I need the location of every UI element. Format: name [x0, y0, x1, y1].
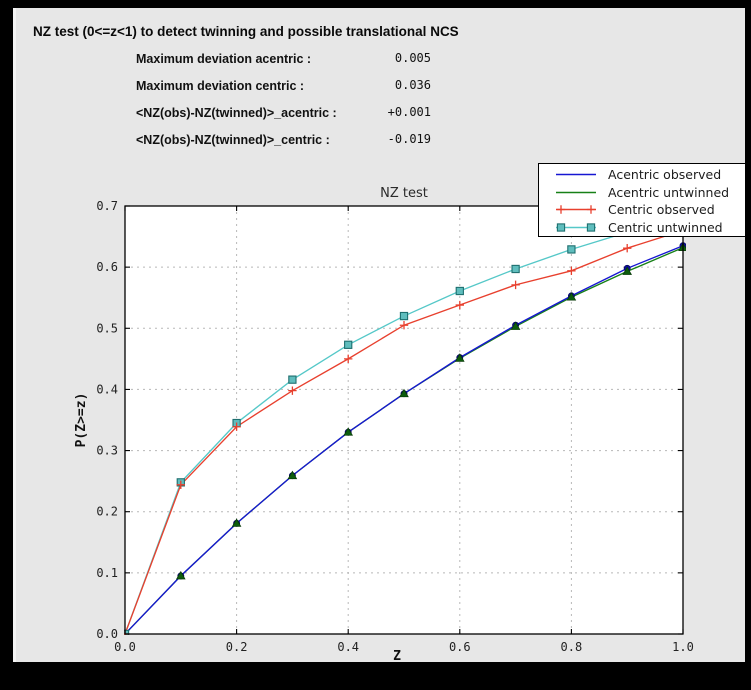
stat-label: <NZ(obs)-NZ(twinned)>_centric :	[136, 133, 330, 147]
legend-label: Centric observed	[608, 202, 715, 218]
svg-text:0.8: 0.8	[561, 640, 583, 654]
legend-item-acentric-observed: Acentric observed	[539, 166, 745, 184]
svg-text:0.2: 0.2	[226, 640, 248, 654]
page-title: NZ test (0<=z<1) to detect twinning and …	[33, 24, 459, 39]
stat-row-nz-diff-acentric: <NZ(obs)-NZ(twinned)>_acentric : +0.001	[136, 99, 431, 126]
svg-text:1.0: 1.0	[672, 640, 694, 654]
stat-value: 0.005	[394, 51, 431, 65]
axes-spines	[124, 205, 684, 635]
legend-item-centric-untwinned: Centric untwinned	[539, 219, 745, 237]
svg-text:0.0: 0.0	[114, 640, 136, 654]
stat-label: Maximum deviation centric :	[136, 79, 305, 93]
legend-key-icon	[556, 191, 596, 193]
svg-text:0.3: 0.3	[96, 444, 118, 458]
stat-label: Maximum deviation acentric :	[136, 52, 312, 66]
x-axis-label: Z	[393, 649, 401, 664]
svg-text:0.6: 0.6	[96, 260, 118, 274]
svg-text:0.4: 0.4	[96, 382, 118, 396]
svg-text:0.4: 0.4	[337, 640, 359, 654]
legend-label: Centric untwinned	[608, 219, 723, 235]
y-axis-label: P(Z>=z)	[74, 393, 89, 448]
legend-label: Acentric untwinned	[608, 184, 730, 200]
svg-text:0.1: 0.1	[96, 566, 118, 580]
stat-value: 0.036	[394, 78, 431, 92]
stats-block: Maximum deviation acentric : 0.005 Maxim…	[136, 45, 431, 153]
legend-label: Acentric observed	[608, 167, 722, 183]
svg-text:0.7: 0.7	[96, 199, 118, 213]
svg-text:0.2: 0.2	[96, 505, 118, 519]
legend: Acentric observed Acentric untwinned Centr…	[538, 163, 746, 237]
legend-item-centric-observed: Centric observed	[539, 201, 745, 219]
svg-text:0.0: 0.0	[96, 627, 118, 641]
stat-value: +0.001	[387, 105, 431, 119]
legend-key-icon	[556, 223, 596, 232]
stat-value: -0.019	[387, 132, 431, 146]
svg-text:0.5: 0.5	[96, 321, 118, 335]
legend-key-icon	[556, 205, 596, 214]
y-tick-labels: 0.0 0.1 0.2 0.3 0.4 0.5 0.6 0.7	[96, 199, 118, 641]
stat-row-nz-diff-centric: <NZ(obs)-NZ(twinned)>_centric : -0.019	[136, 126, 431, 153]
stat-row-max-deviation-centric: Maximum deviation centric : 0.036	[136, 72, 431, 99]
legend-item-acentric-untwinned: Acentric untwinned	[539, 184, 745, 202]
x-tick-labels: 0.0 0.2 0.4 0.6 0.8 1.0	[114, 640, 694, 654]
stat-row-max-deviation-acentric: Maximum deviation acentric : 0.005	[136, 45, 431, 72]
legend-key-icon	[556, 174, 596, 176]
svg-text:0.6: 0.6	[449, 640, 471, 654]
plot-area	[125, 206, 683, 634]
stat-label: <NZ(obs)-NZ(twinned)>_acentric :	[136, 106, 337, 120]
markers-triangle	[124, 242, 686, 635]
chart-title: NZ test	[380, 186, 428, 201]
